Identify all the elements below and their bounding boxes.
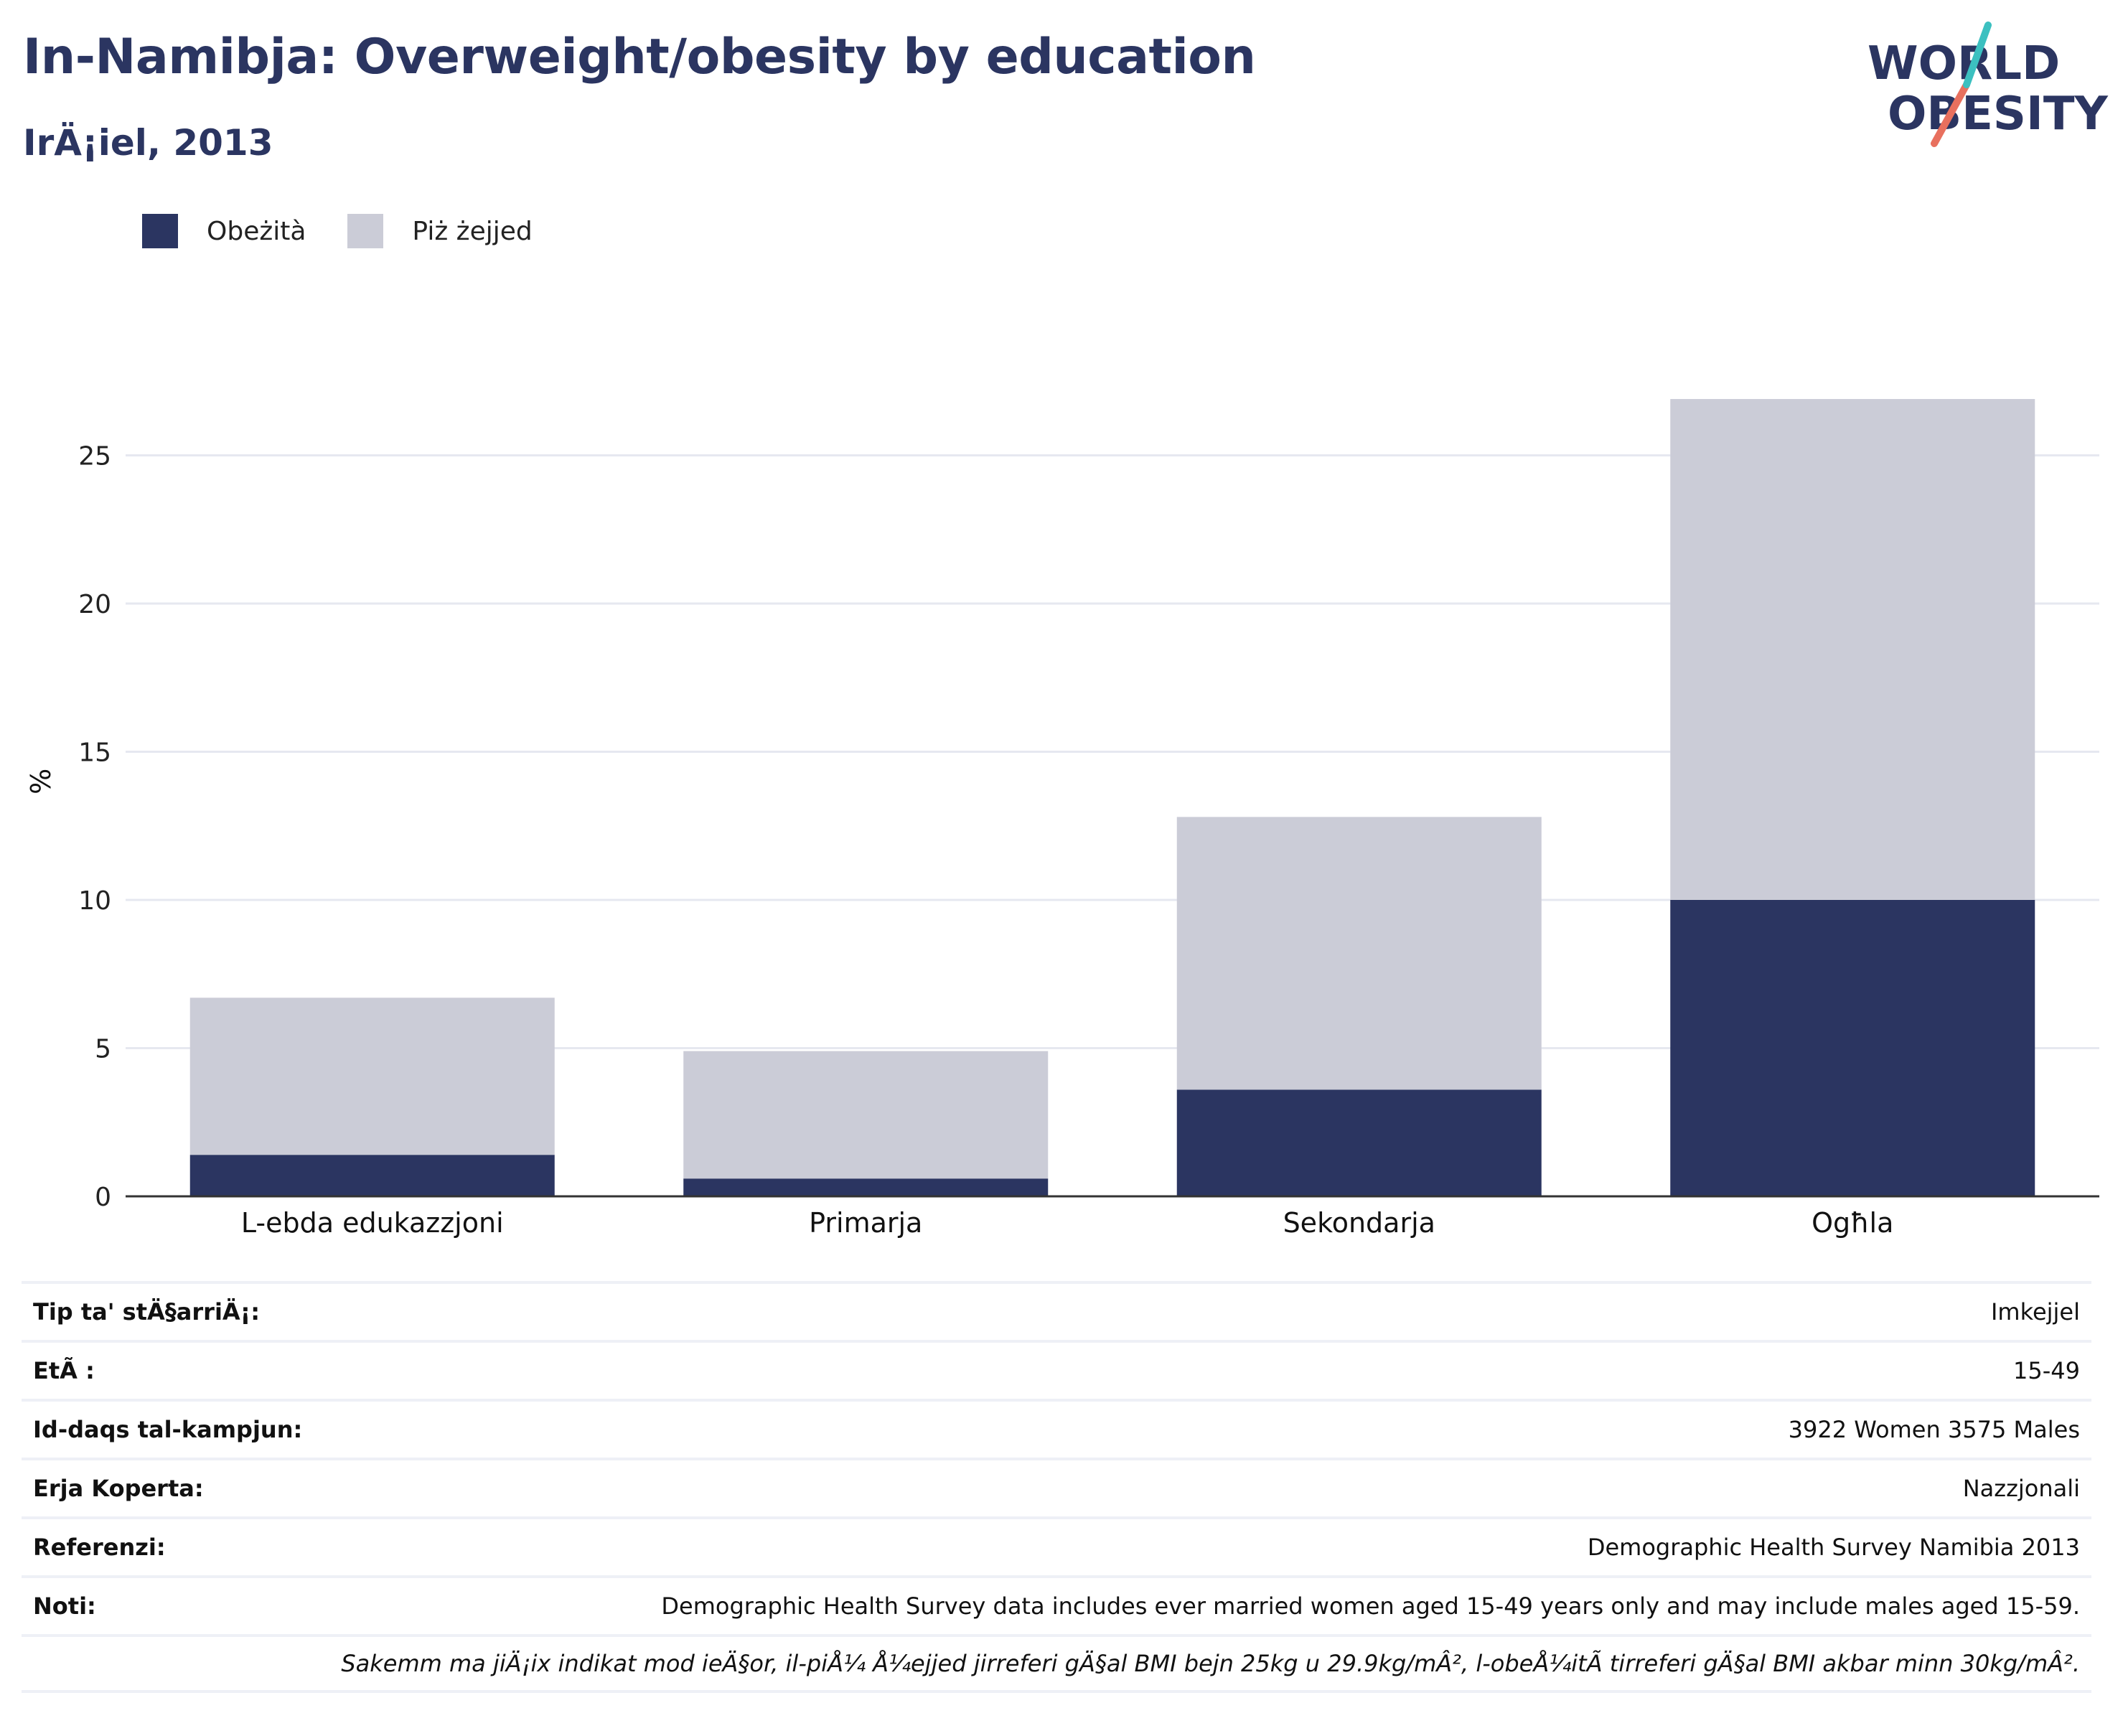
- survey-info-table: Tip ta' stÄ§arriÄ¡: Imkejjel EtÃ : 15-49…: [22, 1281, 2091, 1693]
- y-tick-label: 15: [78, 738, 111, 768]
- legend-swatch-overweight: [347, 214, 384, 248]
- bar-overweight: [1670, 399, 2035, 900]
- logo-line2: OBESITY: [1888, 88, 2108, 141]
- info-value: Demographic Health Survey Namibia 2013: [1587, 1534, 2080, 1561]
- bar-obesity: [1176, 1089, 1542, 1196]
- y-tick-label: 10: [78, 886, 111, 916]
- legend-item-overweight[interactable]: Piż żejjed: [347, 214, 533, 248]
- legend-item-obesity[interactable]: Obeżità: [142, 214, 306, 248]
- info-key: Tip ta' stÄ§arriÄ¡:: [33, 1298, 261, 1326]
- info-value: 3922 Women 3575 Males: [1788, 1416, 2080, 1443]
- info-row-references: Referenzi: Demographic Health Survey Nam…: [22, 1516, 2091, 1575]
- chart-title: In-Namibja: Overweight/obesity by educat…: [23, 29, 1256, 85]
- info-value: Demographic Health Survey data includes …: [661, 1592, 2080, 1620]
- bar-overweight: [189, 998, 555, 1155]
- chart-legend: Obeżità Piż żejjed: [142, 214, 574, 248]
- y-tick-label: 0: [95, 1183, 111, 1212]
- bar-obesity: [683, 1178, 1049, 1196]
- bar-overweight: [1176, 817, 1542, 1090]
- y-axis-label: %: [25, 769, 57, 794]
- x-tick-label: Primarja: [809, 1207, 922, 1239]
- y-tick-label: 5: [95, 1035, 111, 1064]
- legend-label-overweight: Piż żejjed: [412, 216, 533, 246]
- x-tick-label: L-ebda edukazzjoni: [241, 1207, 504, 1239]
- legend-swatch-obesity: [142, 214, 178, 248]
- bar-overweight: [683, 1051, 1049, 1179]
- chart-subtitle: IrÄ¡iel, 2013: [23, 122, 273, 164]
- world-obesity-logo: WORLD OBESITY: [1867, 22, 2108, 147]
- info-row-sample-size: Id-daqs tal-kampjun: 3922 Women 3575 Mal…: [22, 1399, 2091, 1458]
- info-key: Noti:: [33, 1592, 96, 1620]
- info-value: Sakemm ma jiÄ¡ix indikat mod ieÄ§or, il-…: [341, 1650, 2080, 1677]
- info-row-notes: Noti: Demographic Health Survey data inc…: [22, 1575, 2091, 1634]
- logo-line1: WORLD: [1867, 37, 2060, 90]
- bar-obesity: [1670, 900, 2035, 1196]
- info-row-age: EtÃ : 15-49: [22, 1340, 2091, 1399]
- info-row-area-covered: Erja Koperta: Nazzjonali: [22, 1458, 2091, 1516]
- bar-obesity: [189, 1155, 555, 1196]
- info-key: Erja Koperta:: [33, 1475, 204, 1502]
- y-tick-label: 20: [78, 590, 111, 619]
- info-key: Referenzi:: [33, 1534, 166, 1561]
- legend-label-obesity: Obeżità: [207, 216, 306, 246]
- stacked-bar-chart: 0 5 10 15 20 25% L-ebda edukazzjoni Primarja Sek…: [25, 399, 2099, 1239]
- x-tick-label: Ogħla: [1812, 1207, 1893, 1239]
- info-row-definition-note: Sakemm ma jiÄ¡ix indikat mod ieÄ§or, il-…: [22, 1634, 2091, 1693]
- info-row-survey-type: Tip ta' stÄ§arriÄ¡: Imkejjel: [22, 1281, 2091, 1340]
- info-value: 15-49: [2013, 1357, 2080, 1384]
- info-key: EtÃ :: [33, 1357, 95, 1384]
- x-tick-label: Sekondarja: [1283, 1207, 1435, 1239]
- info-value: Imkejjel: [1990, 1298, 2080, 1326]
- info-value: Nazzjonali: [1962, 1475, 2080, 1502]
- info-key: Id-daqs tal-kampjun:: [33, 1416, 303, 1443]
- y-tick-label: 25: [78, 442, 111, 471]
